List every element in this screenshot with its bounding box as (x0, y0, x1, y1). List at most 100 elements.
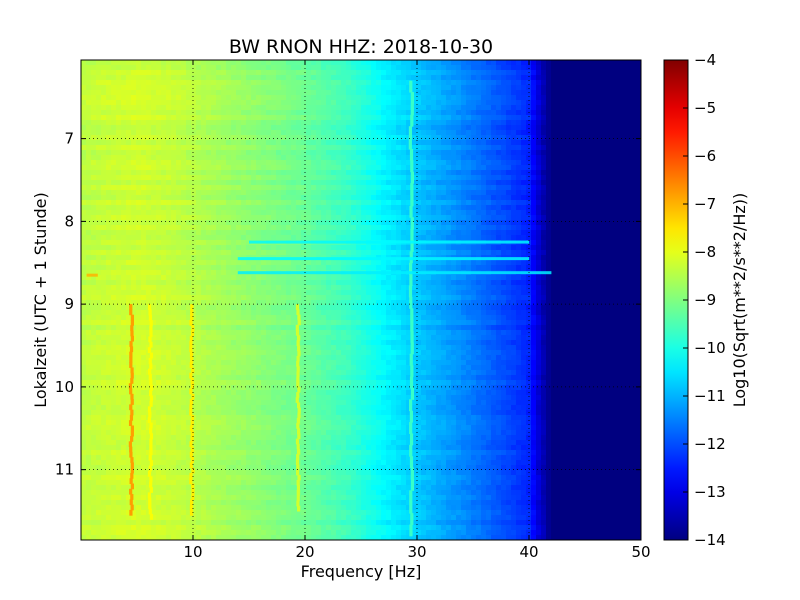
heatmap-cell (226, 205, 232, 211)
heatmap-cell (226, 180, 232, 186)
heatmap-cell (176, 160, 182, 166)
heatmap-cell (476, 135, 482, 141)
heatmap-cell (281, 180, 287, 186)
heatmap-cell (261, 245, 267, 251)
heatmap-cell (456, 60, 462, 66)
heatmap-cell (596, 75, 602, 81)
heatmap-cell (471, 205, 477, 211)
heatmap-cell (566, 90, 572, 96)
heatmap-cell (566, 235, 572, 241)
heatmap-cell (541, 80, 547, 86)
heatmap-cell (81, 170, 87, 176)
heatmap-cell (511, 150, 517, 156)
heatmap-cell (236, 145, 242, 151)
heatmap-cell (361, 125, 367, 131)
heatmap-cell (386, 70, 392, 76)
heatmap-cell (166, 105, 172, 111)
heatmap-cell (96, 275, 102, 281)
heatmap-cell (351, 250, 357, 256)
heatmap-cell (156, 115, 162, 121)
heatmap-cell (261, 70, 267, 76)
heatmap-cell (506, 215, 512, 221)
heatmap-cell (356, 85, 362, 91)
heatmap-cell (146, 190, 152, 196)
heatmap-cell (196, 160, 202, 166)
heatmap-cell (276, 85, 282, 91)
heatmap-cell (601, 255, 607, 261)
heatmap-cell (551, 90, 557, 96)
heatmap-cell (631, 105, 637, 111)
heatmap-cell (501, 80, 507, 86)
heatmap-cell (636, 215, 641, 221)
heatmap-cell (151, 90, 157, 96)
heatmap-cell (161, 260, 167, 266)
heatmap-cell (626, 165, 632, 171)
heatmap-cell (291, 105, 297, 111)
heatmap-cell (361, 70, 367, 76)
heatmap-cell (596, 105, 602, 111)
heatmap-cell (96, 95, 102, 101)
heatmap-cell (186, 140, 192, 146)
heatmap-cell (626, 265, 632, 271)
heatmap-cell (496, 140, 502, 146)
heatmap-cell (441, 145, 447, 151)
heatmap-cell (511, 135, 517, 141)
heatmap-cell (606, 245, 612, 251)
heatmap-cell (96, 120, 102, 126)
heatmap-cell (431, 150, 437, 156)
heatmap-cell (86, 180, 92, 186)
heatmap-cell (211, 260, 217, 266)
heatmap-cell (201, 105, 207, 111)
heatmap-cell (361, 280, 367, 286)
heatmap-cell (486, 200, 492, 206)
heatmap-cell (101, 90, 107, 96)
heatmap-cell (286, 100, 292, 106)
heatmap-cell (556, 115, 562, 121)
heatmap-cell (291, 175, 297, 181)
heatmap-cell (221, 220, 227, 226)
heatmap-cell (96, 130, 102, 136)
heatmap-cell (191, 85, 197, 91)
heatmap-cell (371, 275, 377, 281)
heatmap-cell (636, 260, 641, 266)
heatmap-cell (546, 85, 552, 91)
heatmap-cell (341, 210, 347, 216)
heatmap-cell (481, 275, 487, 281)
heatmap-cell (521, 175, 527, 181)
heatmap-cell (241, 150, 247, 156)
heatmap-cell (141, 225, 147, 231)
heatmap-cell (321, 85, 327, 91)
heatmap-cell (261, 155, 267, 161)
heatmap-cell (301, 205, 307, 211)
heatmap-cell (236, 240, 242, 246)
heatmap-cell (126, 120, 132, 126)
heatmap-cell (166, 110, 172, 116)
heatmap-cell (141, 80, 147, 86)
heatmap-cell (326, 140, 332, 146)
heatmap-cell (296, 235, 302, 241)
heatmap-cell (621, 90, 627, 96)
heatmap-cell (571, 225, 577, 231)
heatmap-cell (376, 190, 382, 196)
heatmap-cell (301, 145, 307, 151)
heatmap-cell (166, 235, 172, 241)
heatmap-cell (151, 125, 157, 131)
heatmap-cell (256, 115, 262, 121)
heatmap-cell (226, 65, 232, 71)
heatmap-cell (81, 265, 87, 271)
heatmap-cell (286, 265, 292, 271)
heatmap-cell (201, 245, 207, 251)
heatmap-cell (536, 240, 542, 246)
heatmap-cell (356, 130, 362, 136)
heatmap-cell (286, 155, 292, 161)
heatmap-cell (126, 190, 132, 196)
heatmap-cell (286, 130, 292, 136)
heatmap-cell (461, 250, 467, 256)
heatmap-cell (111, 95, 117, 101)
heatmap-cell (211, 240, 217, 246)
heatmap-cell (601, 155, 607, 161)
heatmap-cell (136, 145, 142, 151)
heatmap-cell (561, 85, 567, 91)
heatmap-cell (271, 225, 277, 231)
